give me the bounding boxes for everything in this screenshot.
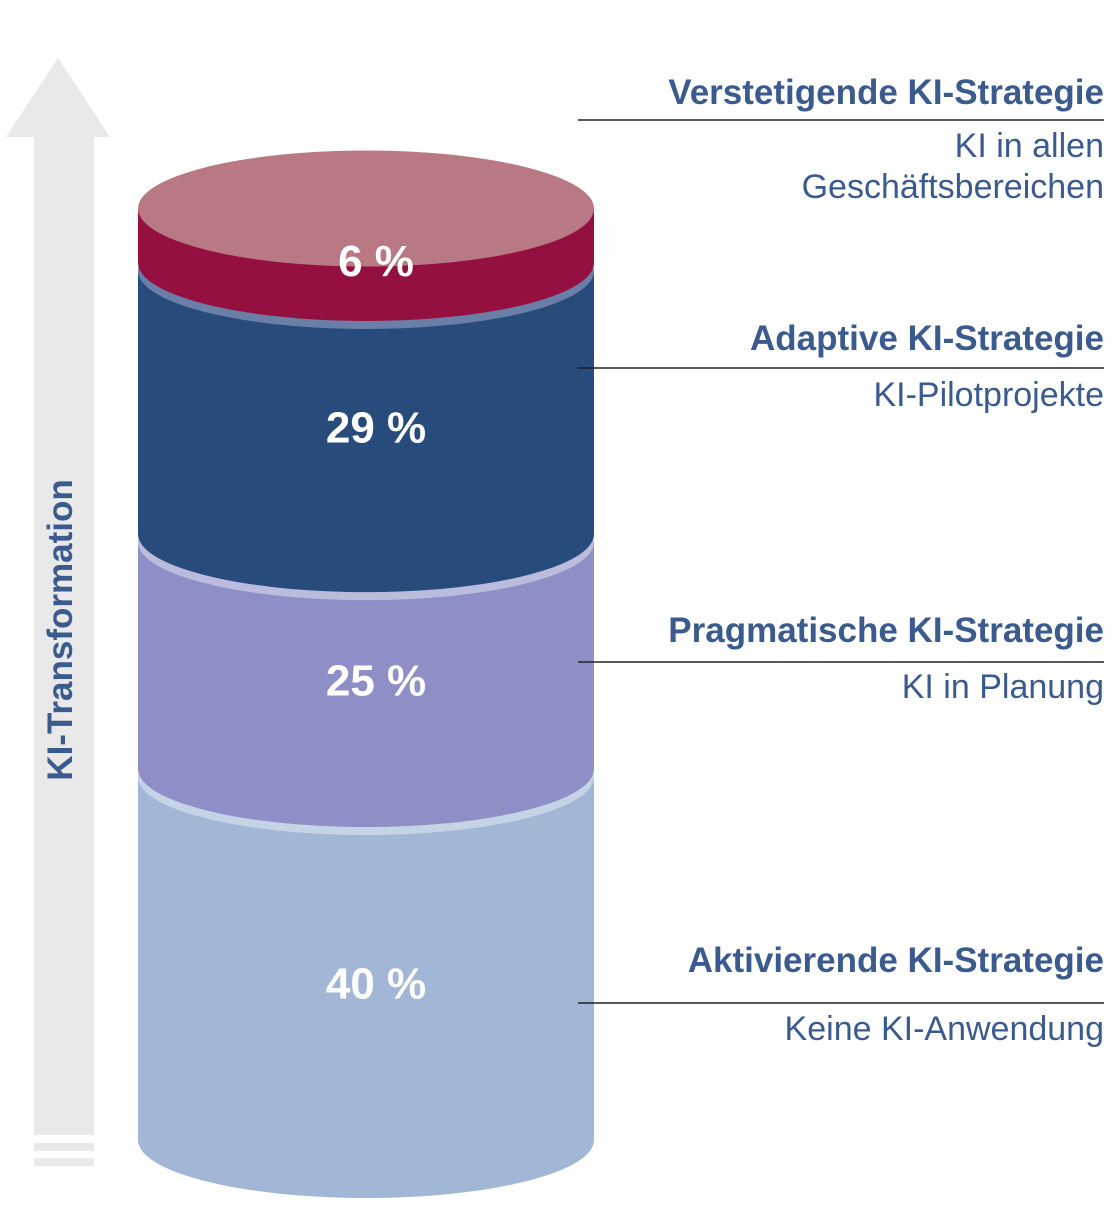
- category-label: Adaptive KI-Strategie: [750, 319, 1104, 358]
- category-label: Verstetigende KI-Strategie: [668, 73, 1104, 112]
- description-label: KI in allen: [955, 127, 1104, 165]
- arrow-tail-stripe: [34, 1143, 94, 1151]
- cylinder-top: [138, 150, 594, 267]
- category-label: Aktivierende KI-Strategie: [688, 941, 1104, 980]
- cylinder-segment: 6 %: [138, 150, 594, 321]
- segment-labels: Aktivierende KI-Strategie Keine KI-Anwend…: [578, 73, 1104, 1048]
- segment-label-group: Pragmatische KI-Strategie KI in Planung: [578, 611, 1104, 706]
- cylinder-side: [138, 542, 594, 827]
- value-label: 40 %: [326, 960, 426, 1009]
- segment-label-group: Verstetigende KI-Strategie KI in allenGes…: [578, 73, 1104, 206]
- description-label: KI-Pilotprojekte: [873, 376, 1104, 414]
- segment-label-group: Adaptive KI-Strategie KI-Pilotprojekte: [578, 319, 1104, 414]
- segment-label-group: Aktivierende KI-Strategie Keine KI-Anwend…: [578, 941, 1104, 1048]
- axis-title: KI-Transformation: [41, 479, 80, 780]
- cylinder-side: [138, 777, 594, 1198]
- cylinder-side: [138, 270, 594, 593]
- arrow-shape: [6, 58, 110, 1135]
- description-label: KI in Planung: [902, 668, 1104, 706]
- arrow-tail-stripe: [34, 1158, 94, 1166]
- transformation-arrow: [6, 58, 110, 1166]
- description-label: Geschäftsbereichen: [802, 168, 1104, 206]
- description-label: Keine KI-Anwendung: [785, 1010, 1104, 1048]
- category-label: Pragmatische KI-Strategie: [668, 611, 1104, 650]
- cylinder-stack: 40 % 25 % 29 % 6 %: [138, 150, 594, 1198]
- value-label: 29 %: [326, 404, 426, 453]
- value-label: 6 %: [338, 237, 414, 286]
- value-label: 25 %: [326, 657, 426, 706]
